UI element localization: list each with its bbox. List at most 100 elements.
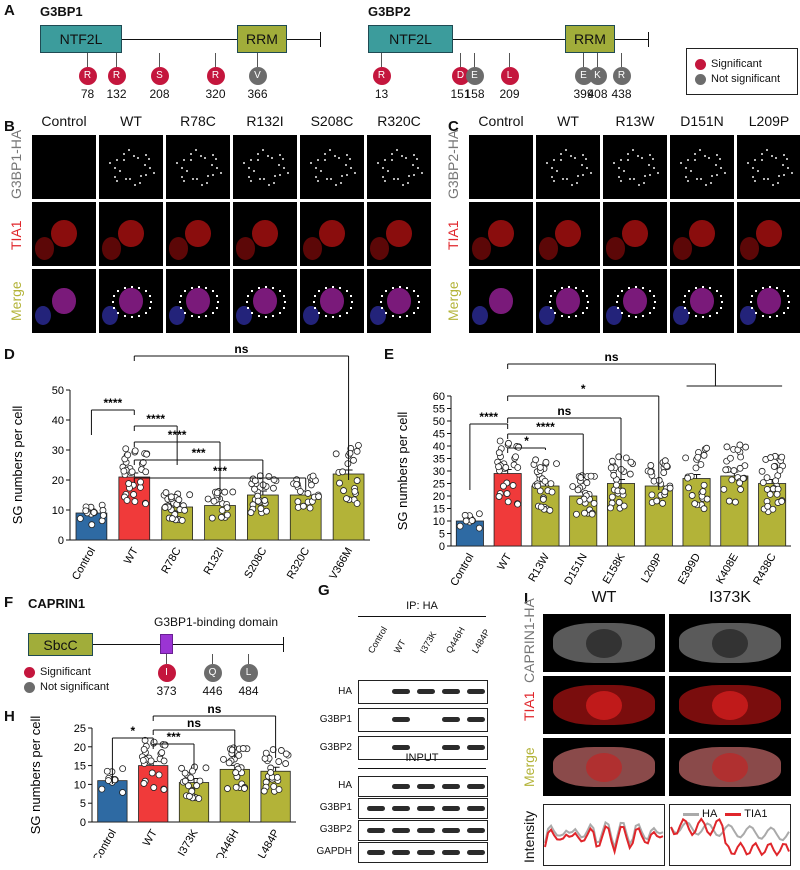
sg-speckle	[270, 156, 273, 159]
y-tick-label: 10	[74, 779, 86, 791]
significance-label: ***	[192, 446, 206, 460]
sg-speckle	[416, 158, 419, 161]
sg-speckle	[279, 153, 282, 156]
sg-speckle	[317, 180, 320, 183]
data-point	[304, 490, 312, 497]
sg-speckle	[265, 285, 267, 288]
sg-speckle	[621, 311, 624, 314]
tia1-nucleus	[740, 237, 760, 260]
significance-label: *	[524, 434, 529, 448]
tia1-nucleus	[472, 237, 492, 260]
sg-speckle	[248, 175, 251, 178]
panel-label-a: A	[4, 2, 15, 19]
micrograph-tia1-r78c	[166, 202, 230, 266]
data-point	[736, 464, 744, 472]
data-point	[178, 516, 186, 524]
x-tick-label-e399d: E399D	[676, 551, 703, 586]
sg-speckle	[399, 285, 401, 288]
site-stem	[248, 654, 249, 664]
sg-speckle	[122, 159, 125, 162]
tia1-nucleus	[236, 237, 256, 260]
data-point	[737, 486, 744, 493]
data-point	[299, 502, 307, 510]
sg-speckle	[332, 316, 334, 319]
sg-speckle	[412, 174, 415, 177]
data-point	[615, 453, 623, 461]
data-point	[275, 786, 283, 793]
sg-speckle	[416, 306, 419, 309]
x-tick-label-r438c: R438C	[751, 551, 779, 587]
sg-speckle	[786, 158, 789, 161]
sg-speckle	[117, 311, 120, 314]
data-point	[254, 497, 262, 505]
micrograph-g3bp2-ha-l209p	[737, 135, 800, 199]
merge-nucleus	[623, 288, 647, 314]
data-point	[99, 511, 107, 519]
panel-label-i: I	[524, 590, 529, 607]
sg-speckle	[175, 161, 178, 164]
blot-band	[467, 828, 485, 833]
caprin1-legend-not-significant: Not significant	[24, 681, 109, 693]
sg-speckle	[113, 306, 116, 309]
sg-speckle	[687, 180, 690, 183]
blot-band	[417, 689, 435, 694]
sg-speckle	[206, 181, 209, 184]
g3bp1-rrm-domain: RRM	[237, 25, 287, 53]
data-point	[541, 477, 549, 485]
sg-speckle	[189, 152, 192, 155]
caprin1-legend: Significant Not significant	[24, 663, 109, 696]
tia1-nucleus	[185, 219, 211, 247]
blot-band	[442, 850, 460, 855]
sg-speckle	[416, 167, 419, 169]
significant-dot-icon	[24, 666, 35, 678]
data-point	[727, 454, 734, 462]
sg-speckle	[256, 159, 259, 162]
sg-speckle	[751, 295, 754, 298]
sg-speckle	[702, 316, 704, 319]
sg-speckle	[139, 181, 142, 184]
sg-speckle	[688, 290, 691, 293]
data-point	[730, 467, 738, 474]
sg-speckle	[210, 164, 213, 166]
panel-label-f: F	[4, 594, 14, 611]
data-point	[340, 487, 347, 494]
data-point	[150, 784, 158, 791]
sg-speckle	[277, 164, 280, 166]
sg-speckle	[245, 301, 248, 303]
micrograph-merge-i373k	[669, 738, 791, 796]
data-point	[697, 461, 705, 468]
data-point	[141, 736, 149, 744]
sg-speckle	[777, 181, 780, 184]
data-point	[703, 495, 711, 503]
data-point	[148, 769, 156, 777]
sg-speckle	[635, 285, 637, 288]
site-stem	[460, 53, 461, 67]
micrograph-merge-r78c	[166, 269, 230, 333]
sg-speckle	[698, 149, 701, 152]
site-D151-marker: D	[451, 67, 470, 85]
data-point	[103, 767, 111, 775]
sg-speckle	[190, 286, 193, 289]
data-point	[622, 454, 630, 462]
significance-label: ****	[479, 410, 498, 424]
sg-speckle	[682, 301, 685, 303]
sg-speckle	[657, 172, 660, 175]
blot-strip-ip-g3bp2	[358, 736, 488, 760]
sg-speckle	[643, 174, 646, 177]
sg-speckle	[684, 295, 687, 298]
sg-speckle	[617, 306, 620, 309]
data-point	[344, 460, 352, 468]
sg-speckle	[385, 290, 388, 293]
data-point	[218, 513, 225, 521]
site-R320-marker: R	[206, 67, 225, 85]
sg-speckle	[585, 158, 588, 161]
micrograph-tia1-l209p	[737, 202, 800, 266]
sg-speckle	[189, 159, 192, 162]
data-point	[140, 746, 148, 753]
g3bp1-end-tick	[320, 32, 321, 47]
sg-speckle	[649, 153, 652, 156]
blot-label-input-ha: HA	[338, 780, 352, 791]
sg-speckle	[714, 164, 717, 166]
sg-speckle	[314, 306, 317, 309]
